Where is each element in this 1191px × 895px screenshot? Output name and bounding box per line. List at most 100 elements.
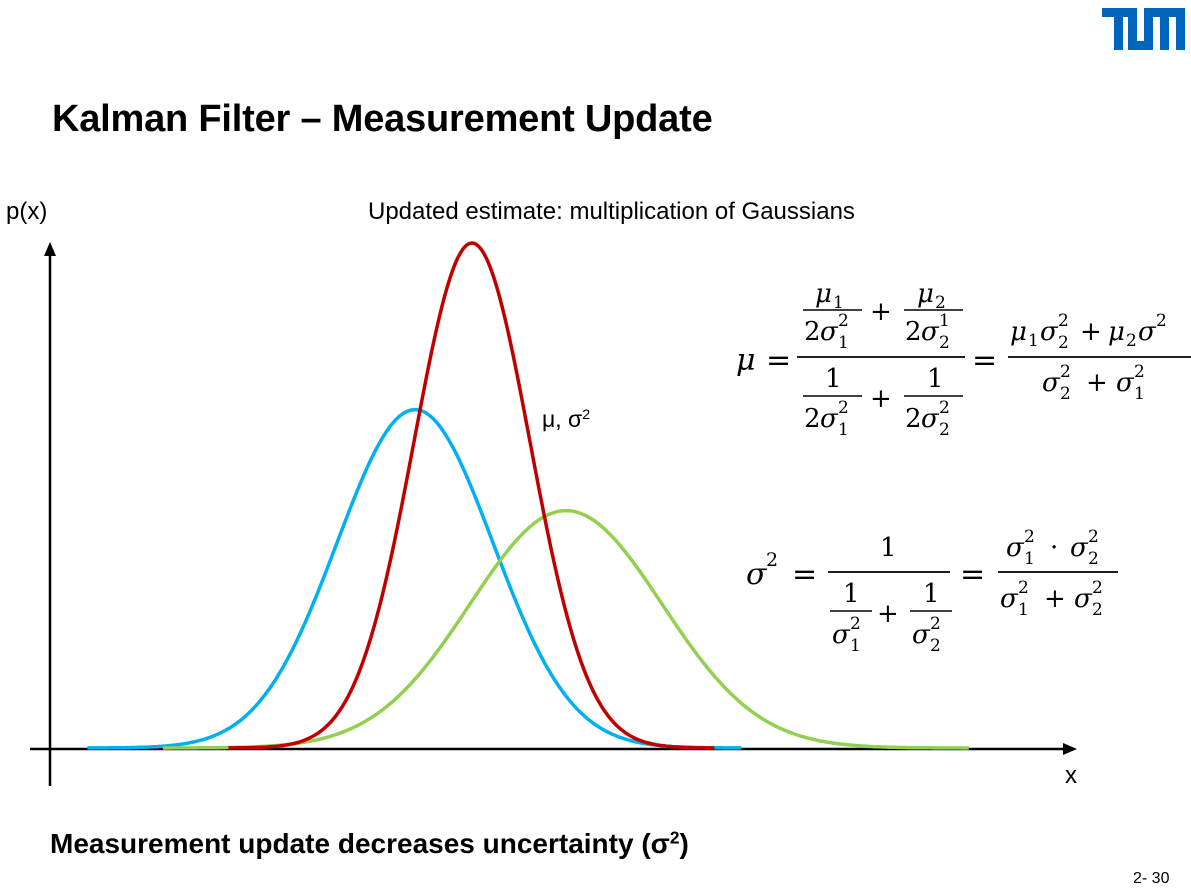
mean-den-frac1-sigma-sub: 1 bbox=[838, 420, 849, 440]
rhs-num-mu2: μ bbox=[1108, 317, 1125, 347]
prior-gaussian-curve bbox=[87, 407, 742, 750]
bottom-statement-text: Measurement update decreases uncertainty… bbox=[50, 828, 670, 859]
tum-logo bbox=[1102, 8, 1185, 50]
rhs-num-sigma1: σ bbox=[1040, 317, 1059, 347]
rhs-num-mu1: μ bbox=[1010, 317, 1027, 347]
mean-num-plus: + bbox=[870, 297, 892, 327]
variance-num-one: 1 bbox=[880, 533, 897, 563]
rhs-den-sigma1-sub: 1 bbox=[1134, 384, 1145, 404]
variance-rhs-den-sigma1: σ bbox=[1000, 584, 1019, 614]
tum-logo-bar-4 bbox=[1128, 41, 1153, 50]
rhs-den-sigma2-sub: 2 bbox=[1060, 384, 1071, 404]
tum-logo-bar-2 bbox=[1114, 8, 1123, 50]
variance-rhs-den-sigma2-sub: 2 bbox=[1092, 600, 1103, 620]
mean-den-frac2-two: 2 bbox=[905, 404, 922, 434]
mean-formula: μ = μ 1 2 σ 2 1 + μ 2 2 σ 1 2 1 2 σ 2 1 bbox=[736, 279, 1191, 440]
variance-rhs-den-sigma2-sup: 2 bbox=[1092, 578, 1103, 598]
mean-den-frac2-one: 1 bbox=[927, 364, 944, 394]
mean-num-mu2-sub: 2 bbox=[935, 293, 946, 313]
bottom-statement-closing: ) bbox=[679, 828, 689, 859]
variance-rhs-num-sigma1: σ bbox=[1006, 533, 1025, 563]
mean-num-frac1-sigma-sup: 2 bbox=[838, 311, 849, 331]
mean-num-frac1-two: 2 bbox=[804, 317, 821, 347]
annotation-text: μ, σ bbox=[542, 406, 583, 432]
mean-den-frac2-sigma-sub: 2 bbox=[939, 420, 950, 440]
updated-estimate-annotation: μ, σ2 bbox=[542, 406, 590, 433]
mean-den-frac1-sigma: σ bbox=[820, 404, 839, 434]
variance-formula: σ 2 = 1 1 σ 2 1 + 1 σ 2 2 = σ 2 1 · σ 2 … bbox=[746, 527, 1118, 656]
variance-rhs-den-sigma2: σ bbox=[1074, 584, 1093, 614]
variance-rhs-den-sigma1-sub: 1 bbox=[1018, 600, 1029, 620]
rhs-den-sigma2: σ bbox=[1042, 368, 1061, 398]
variance-rhs-num-sigma1-sup: 2 bbox=[1024, 527, 1035, 547]
bottom-statement-superscript: 2 bbox=[669, 827, 680, 848]
mean-num-frac2-sigma-sup: 1 bbox=[939, 311, 950, 331]
variance-den-frac1-sup: 2 bbox=[850, 614, 861, 634]
page-number: 2- 30 bbox=[1133, 870, 1170, 887]
variance-den-frac2-sigma: σ bbox=[912, 620, 931, 650]
mean-num-frac2-sigma-sub: 2 bbox=[939, 333, 950, 353]
mean-num-frac2-sigma: σ bbox=[921, 317, 940, 347]
rhs-num-sigma2-sup: 2 bbox=[1156, 311, 1167, 331]
tum-logo-bar-8 bbox=[1176, 8, 1185, 50]
variance-den-frac1-sub: 1 bbox=[850, 636, 861, 656]
updated-gaussian-curve bbox=[228, 241, 715, 750]
variance-rhs-den-sigma1-sup: 2 bbox=[1018, 578, 1029, 598]
rhs-den-plus: + bbox=[1086, 368, 1108, 398]
diagram-subtitle: Updated estimate: multiplication of Gaus… bbox=[368, 198, 855, 225]
variance-rhs-num-dot: · bbox=[1050, 533, 1058, 563]
variance-second-equals: = bbox=[960, 557, 985, 592]
rhs-den-sigma1: σ bbox=[1116, 368, 1135, 398]
rhs-den-sigma2-sup: 2 bbox=[1060, 362, 1071, 382]
y-axis-arrowhead bbox=[44, 242, 56, 256]
y-axis-label: p(x) bbox=[6, 198, 48, 225]
variance-rhs-num-sigma2: σ bbox=[1070, 533, 1089, 563]
rhs-num-sigma1-sup: 2 bbox=[1058, 311, 1069, 331]
mean-den-frac1-two: 2 bbox=[804, 404, 821, 434]
mean-formula-second-equals: = bbox=[972, 343, 997, 378]
variance-den-frac1-one: 1 bbox=[843, 579, 860, 609]
variance-den-frac2-one: 1 bbox=[923, 579, 940, 609]
mean-den-frac1-sigma-sup: 2 bbox=[838, 398, 849, 418]
tum-logo-bar-5 bbox=[1144, 8, 1153, 50]
mean-den-frac1-one: 1 bbox=[825, 364, 842, 394]
mean-num-frac1-sigma: σ bbox=[820, 317, 839, 347]
rhs-num-sigma1-sub: 2 bbox=[1058, 333, 1069, 353]
rhs-num-sigma2: σ bbox=[1138, 317, 1157, 347]
variance-den-plus: + bbox=[877, 599, 899, 629]
rhs-num-mu1-sub: 1 bbox=[1028, 331, 1039, 351]
variance-lhs-sup: 2 bbox=[766, 549, 778, 571]
x-axis-arrowhead bbox=[1063, 743, 1077, 755]
variance-lhs: σ bbox=[746, 557, 768, 592]
x-axis-label: x bbox=[1065, 762, 1077, 789]
mean-num-frac1-sigma-sub: 1 bbox=[838, 333, 849, 353]
mean-den-frac2-sigma-sup: 2 bbox=[939, 398, 950, 418]
mean-den-plus: + bbox=[870, 384, 892, 414]
variance-rhs-num-sigma2-sub: 2 bbox=[1088, 549, 1099, 569]
tum-logo-bar-7 bbox=[1160, 8, 1169, 50]
variance-den-frac1-sigma: σ bbox=[832, 620, 851, 650]
mean-formula-equals: = bbox=[766, 343, 791, 378]
gaussian-curves bbox=[87, 241, 969, 750]
variance-den-frac2-sup: 2 bbox=[930, 614, 941, 634]
mean-num-mu2: μ bbox=[917, 279, 934, 309]
variance-rhs-num-sigma1-sub: 1 bbox=[1024, 549, 1035, 569]
variance-rhs-den-plus: + bbox=[1044, 584, 1066, 614]
annotation-superscript: 2 bbox=[582, 407, 591, 424]
mean-formula-lhs: μ bbox=[736, 343, 756, 378]
mean-num-mu1-sub: 1 bbox=[833, 293, 844, 313]
variance-den-frac2-sub: 2 bbox=[930, 636, 941, 656]
rhs-den-sigma1-sup: 2 bbox=[1134, 362, 1145, 382]
tum-logo-bar-3 bbox=[1128, 8, 1137, 50]
mean-num-frac2-two: 2 bbox=[905, 317, 922, 347]
variance-rhs-num-sigma2-sup: 2 bbox=[1088, 527, 1099, 547]
rhs-num-plus: + bbox=[1080, 317, 1102, 347]
bottom-statement: Measurement update decreases uncertainty… bbox=[50, 828, 689, 860]
variance-equals: = bbox=[792, 557, 817, 592]
mean-den-frac2-sigma: σ bbox=[921, 404, 940, 434]
mean-num-mu1: μ bbox=[815, 279, 832, 309]
rhs-num-mu2-sub: 2 bbox=[1126, 331, 1137, 351]
slide-title: Kalman Filter – Measurement Update bbox=[52, 98, 713, 140]
